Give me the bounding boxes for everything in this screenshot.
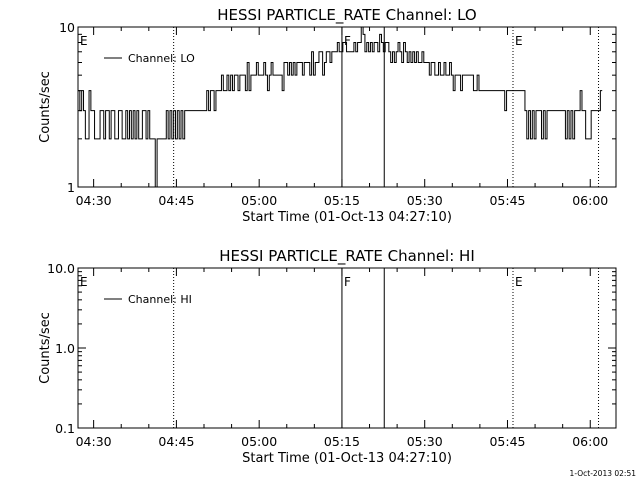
legend-label: Channel: LO (128, 52, 195, 65)
timestamp-label: 1-Oct-2013 02:51 (570, 469, 637, 478)
legend-label: Channel: HI (128, 293, 192, 306)
x-tick-label: 05:45 (489, 193, 525, 208)
annotation-label: E (80, 34, 88, 48)
x-tick-label: 04:45 (158, 434, 194, 449)
y-tick-label: 10 (59, 20, 75, 35)
x-tick-label: 06:00 (572, 434, 608, 449)
x-tick-label: 04:30 (76, 434, 112, 449)
plot-frame (77, 26, 617, 188)
annotation-label: E (515, 275, 523, 289)
annotation-label: F (344, 34, 351, 48)
x-tick-label: 04:45 (158, 193, 194, 208)
x-tick-label: 05:30 (407, 434, 443, 449)
x-tick-label: 05:30 (407, 193, 443, 208)
annotation-label: E (515, 34, 523, 48)
chart-title: HESSI PARTICLE_RATE Channel: HI (219, 247, 475, 266)
x-tick-label: 04:30 (76, 193, 112, 208)
panel-lo: HESSI PARTICLE_RATE Channel: LO 04:30 04:4… (38, 6, 617, 225)
chart-title: HESSI PARTICLE_RATE Channel: LO (217, 6, 476, 25)
y-axis-label: Counts/sec (38, 312, 53, 384)
x-axis-label: Start Time (01-Oct-13 04:27:10) (242, 210, 452, 225)
x-tick-label: 05:15 (324, 434, 360, 449)
x-tick-label: 06:00 (572, 193, 608, 208)
x-tick-label: 05:00 (241, 434, 277, 449)
x-axis-label: Start Time (01-Oct-13 04:27:10) (242, 451, 452, 466)
x-tick-label: 05:45 (489, 434, 525, 449)
annotation-label: F (344, 275, 351, 289)
x-tick-label: 05:15 (324, 193, 360, 208)
annotation-label: E (80, 275, 88, 289)
x-tick-label: 05:00 (241, 193, 277, 208)
y-tick-label: 1.0 (55, 341, 75, 356)
y-axis-label: Counts/sec (38, 71, 53, 143)
y-tick-label: 1 (67, 180, 75, 195)
panel-hi: HESSI PARTICLE_RATE Channel: HI 04:30 04:4… (38, 247, 617, 466)
y-tick-label: 0.1 (55, 421, 75, 436)
series-line (78, 26, 603, 188)
y-tick-label: 10.0 (47, 261, 75, 276)
